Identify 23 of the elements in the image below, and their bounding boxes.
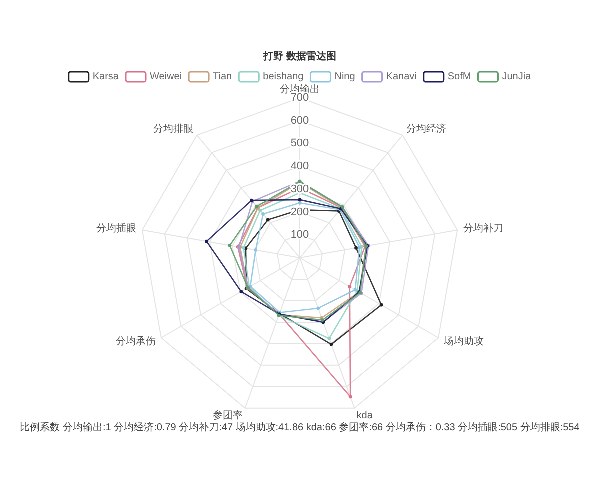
y-tick-label: 600 — [290, 114, 310, 127]
y-tick-label: 400 — [290, 160, 310, 173]
legend-label: Ning — [334, 72, 356, 82]
y-tick-label: 100 — [290, 229, 310, 242]
y-tick-label: 500 — [290, 138, 310, 150]
spoke-label: 参团率 — [213, 409, 244, 422]
spoke-label: 分均承伤 — [116, 336, 156, 348]
spoke-label: 分均插眼 — [96, 222, 137, 234]
legend-label: JunJia — [502, 72, 532, 82]
chart-title: 打野 数据雷达图 — [262, 50, 336, 62]
text: 比例系数 分均输出:1 分均经济:0.79 分均补刀:47 场均助攻:41.86 kda:66 参团率:66 分均承伤：0.33 分均插眼:505 分均排眼:554 — [20, 422, 580, 434]
y-tick-label: 700 — [290, 92, 310, 104]
legend-label: Tian — [213, 72, 232, 82]
spoke-label: 分均经济 — [406, 122, 447, 135]
spoke-label: 分均补刀 — [463, 222, 504, 234]
legend-label: Weiwei — [150, 72, 182, 82]
legend-label: SofM — [448, 72, 472, 82]
legend-label: beishang — [263, 72, 304, 82]
legend-label: Kanavi — [386, 72, 417, 82]
spoke-label: 场均助攻 — [442, 336, 484, 348]
legend-label: Karsa — [92, 72, 120, 82]
spoke-label: 分均排眼 — [153, 122, 194, 135]
spoke-label: kda — [356, 410, 374, 422]
